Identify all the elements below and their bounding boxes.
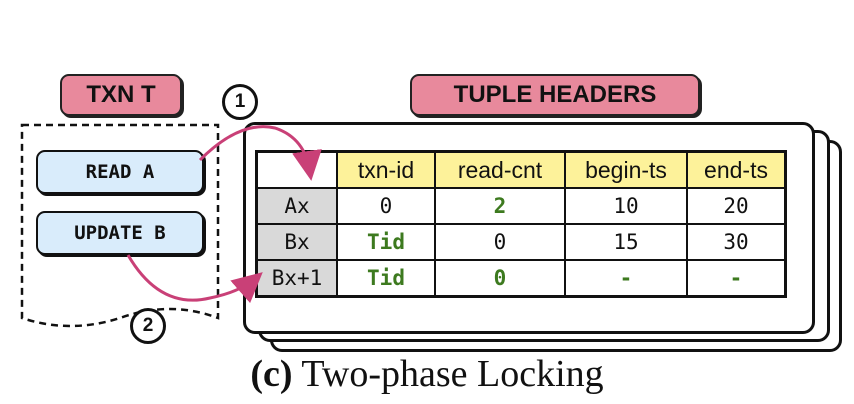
cell-bx1-end-ts: - (686, 259, 787, 298)
table-header-row: txn-id read-cnt begin-ts end-ts (257, 150, 787, 189)
caption-text: Two-phase Locking (301, 353, 604, 395)
cell-bx-read-cnt: 0 (434, 223, 566, 261)
cell-bx1-read-cnt: 0 (434, 259, 566, 298)
cell-ax-read-cnt: 2 (434, 187, 566, 225)
read-a-operation: READ A (36, 150, 204, 194)
cell-ax-begin-ts: 10 (564, 187, 688, 225)
cell-bx-begin-ts: 15 (564, 223, 688, 261)
figure-caption: (c) Two-phase Locking (0, 352, 854, 396)
table-row-bx: Bx Tid 0 15 30 (255, 223, 787, 261)
update-b-operation: UPDATE B (36, 211, 204, 255)
caption-prefix: (c) (250, 353, 293, 395)
cell-ax-txn-id: 0 (336, 187, 436, 225)
arrow-step-2 (126, 254, 263, 304)
cell-bx-txn-id: Tid (336, 223, 436, 261)
step-1-badge: 1 (222, 84, 258, 120)
tuple-headers-table: txn-id read-cnt begin-ts end-ts Ax 0 2 1… (255, 150, 787, 298)
row-label-bx1: Bx+1 (255, 259, 338, 298)
txn-title-label: TXN T (60, 74, 182, 116)
column-header-end-ts: end-ts (686, 150, 787, 189)
cell-bx-end-ts: 30 (686, 223, 787, 261)
row-label-ax: Ax (255, 187, 338, 225)
table-row-bx1: Bx+1 Tid 0 - - (255, 259, 787, 298)
cell-bx1-begin-ts: - (564, 259, 688, 298)
cell-ax-end-ts: 20 (686, 187, 787, 225)
arrow-step-1 (198, 125, 322, 181)
tuple-headers-title-label: TUPLE HEADERS (410, 74, 700, 116)
column-header-txn-id: txn-id (336, 150, 436, 189)
step-2-badge: 2 (130, 308, 166, 344)
column-header-read-cnt: read-cnt (434, 150, 566, 189)
row-label-bx: Bx (255, 223, 338, 261)
cell-bx1-txn-id: Tid (336, 259, 436, 298)
table-row-ax: Ax 0 2 10 20 (255, 187, 787, 225)
column-header-begin-ts: begin-ts (564, 150, 688, 189)
